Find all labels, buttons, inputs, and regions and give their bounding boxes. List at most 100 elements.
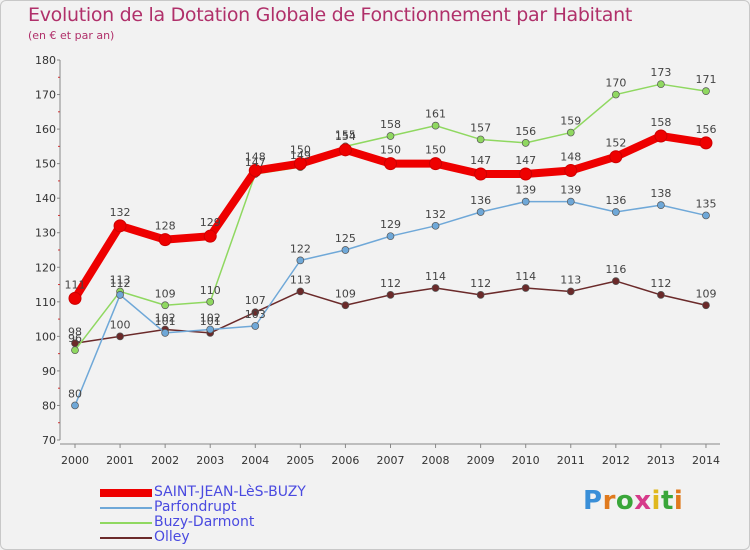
- x-tick-label: 2006: [331, 454, 359, 467]
- legend-label: SAINT-JEAN-LèS-BUZY: [154, 484, 306, 500]
- data-point: [383, 157, 397, 171]
- data-label: 149: [290, 149, 311, 162]
- data-label: 103: [245, 308, 266, 321]
- data-label: 109: [155, 287, 176, 300]
- data-point: [519, 167, 533, 181]
- data-point: [386, 291, 395, 299]
- data-label: 147: [515, 154, 536, 167]
- data-label: 112: [470, 277, 491, 290]
- x-tick-label: 2002: [151, 454, 179, 467]
- x-tick-label: 2005: [286, 454, 314, 467]
- data-label: 158: [650, 116, 671, 129]
- x-tick-label: 2014: [692, 454, 720, 467]
- data-label: 100: [110, 318, 131, 331]
- x-tick-label: 2008: [422, 454, 450, 467]
- legend-swatch: [100, 522, 152, 524]
- data-point: [71, 401, 79, 410]
- data-point: [161, 329, 169, 337]
- data-point: [702, 301, 710, 310]
- data-label: 170: [605, 77, 626, 90]
- data-label: 147: [470, 154, 491, 167]
- data-label: 158: [380, 118, 401, 131]
- data-point: [431, 121, 440, 130]
- data-label: 101: [200, 315, 221, 328]
- data-label: 148: [245, 151, 266, 164]
- x-tick-label: 2011: [557, 454, 585, 467]
- data-label: 102: [155, 311, 176, 324]
- data-point: [251, 322, 260, 330]
- data-point: [341, 246, 350, 254]
- data-label: 150: [290, 144, 311, 157]
- x-tick-label: 2007: [376, 454, 404, 467]
- data-point: [611, 277, 620, 285]
- data-point: [564, 164, 578, 178]
- data-point: [431, 221, 440, 230]
- legend-swatch: [100, 537, 152, 539]
- y-tick-label: 130: [35, 227, 56, 240]
- data-label: 110: [200, 284, 221, 297]
- data-label: 139: [560, 184, 581, 197]
- data-label: 102: [200, 311, 221, 324]
- data-label: 125: [335, 232, 356, 245]
- data-point: [293, 157, 307, 171]
- data-label: 132: [110, 206, 131, 219]
- data-label: 113: [560, 273, 581, 286]
- data-point: [476, 208, 485, 216]
- data-label: 109: [695, 287, 716, 300]
- data-point: [113, 219, 127, 233]
- data-label: 111: [65, 278, 86, 291]
- data-label: 155: [335, 128, 356, 141]
- y-tick-label: 110: [35, 296, 56, 309]
- x-tick-label: 2004: [241, 454, 269, 467]
- data-label: 139: [515, 184, 536, 197]
- series-saint-jean-l-s-buzy: [68, 129, 713, 305]
- data-label: 112: [110, 277, 131, 290]
- legend-label: Olley: [154, 529, 190, 545]
- data-label: 148: [560, 151, 581, 164]
- legend-label: Buzy-Darmont: [154, 514, 255, 530]
- data-label: 157: [470, 121, 491, 134]
- data-label: 114: [515, 270, 536, 283]
- data-point: [68, 291, 82, 305]
- data-label: 80: [68, 387, 82, 400]
- data-point: [521, 139, 530, 147]
- data-point: [699, 136, 713, 150]
- data-label: 173: [650, 66, 671, 79]
- x-tick-label: 2009: [467, 454, 495, 467]
- x-tick-label: 2010: [512, 454, 540, 467]
- data-point: [116, 291, 124, 299]
- chart-title: Evolution de la Dotation Globale de Fonc…: [28, 4, 633, 26]
- x-tick-label: 2001: [106, 454, 134, 467]
- data-label: 156: [695, 123, 716, 136]
- data-label: 112: [650, 277, 671, 290]
- data-label: 129: [200, 216, 221, 229]
- data-label: 136: [605, 194, 626, 207]
- data-point: [566, 287, 575, 296]
- y-tick-label: 90: [42, 365, 56, 378]
- data-point: [521, 197, 530, 206]
- logo-letter: P: [583, 486, 603, 516]
- data-label: 101: [155, 315, 176, 328]
- logo-letter: i: [673, 486, 684, 516]
- data-label: 114: [425, 270, 446, 283]
- data-label: 154: [335, 130, 356, 143]
- data-label: 116: [605, 263, 626, 276]
- data-point: [71, 346, 79, 355]
- data-point: [431, 284, 440, 292]
- data-point: [654, 129, 668, 143]
- y-tick-label: 160: [35, 123, 56, 136]
- data-point: [611, 90, 620, 99]
- data-point: [206, 325, 215, 334]
- series-layer: [68, 80, 713, 410]
- data-point: [474, 167, 488, 181]
- data-point: [566, 197, 575, 206]
- legend-swatch: [100, 489, 152, 497]
- data-label: 161: [425, 108, 446, 121]
- logo-letter: x: [634, 486, 652, 516]
- y-tick-label: 180: [35, 54, 56, 67]
- x-tick-label: 2013: [647, 454, 675, 467]
- x-tick-label: 2012: [602, 454, 630, 467]
